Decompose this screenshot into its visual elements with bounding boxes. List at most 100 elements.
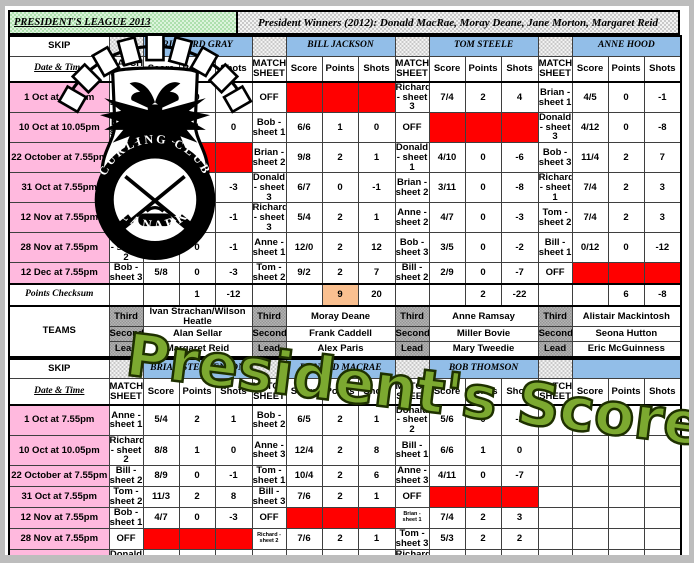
shots-cell[interactable]: -4 <box>214 81 253 114</box>
shots-cell[interactable]: -2 <box>500 232 539 264</box>
points-cell[interactable]: 0 <box>607 81 645 114</box>
team-member-cell[interactable]: Seona Hutton <box>571 326 682 343</box>
match-sheet-cell[interactable]: Bob - sheet 3 <box>537 142 573 174</box>
score-cell[interactable] <box>571 404 609 436</box>
skip-name-cell[interactable]: ANNE HOOD <box>571 35 682 57</box>
score-cell[interactable]: 6/7 <box>142 232 180 264</box>
match-sheet-cell[interactable] <box>537 434 573 466</box>
match-sheet-cell[interactable]: Bob - sheet 3 <box>394 232 430 264</box>
teams-label[interactable]: TEAMS <box>8 304 110 358</box>
checksum-points-cell[interactable]: 6 <box>607 282 645 307</box>
match-sheet-cell[interactable]: Tom - sheet 2 <box>251 262 287 285</box>
points-header[interactable]: Points <box>178 55 216 83</box>
match-sheet-corner-cell[interactable] <box>537 358 573 380</box>
team-member-cell[interactable]: Eric McGuinness <box>571 341 682 358</box>
score-cell[interactable]: 7/4 <box>428 506 466 529</box>
score-cell[interactable] <box>571 262 609 285</box>
match-sheet-cell[interactable]: OFF <box>394 112 430 144</box>
points-cell[interactable]: 0 <box>464 202 502 234</box>
match-sheet-cell[interactable]: Bill - sheet 1 <box>537 232 573 264</box>
shots-cell[interactable]: 0 <box>357 112 396 144</box>
team-member-cell[interactable]: Mary Tweedie <box>428 341 539 358</box>
score-cell[interactable]: 5/3 <box>428 527 466 550</box>
skip-name-cell[interactable]: TOM STEELE <box>428 35 539 57</box>
match-sheet-cell[interactable]: Brian - sheet 1 <box>394 506 430 529</box>
shots-header[interactable]: Shots <box>214 378 253 406</box>
shots-cell[interactable]: -3 <box>357 548 396 555</box>
score-cell[interactable]: 5/8 <box>285 548 323 555</box>
points-cell[interactable] <box>178 527 216 550</box>
match-sheet-cell[interactable]: Brian - sheet 2 <box>394 172 430 204</box>
match-sheet-cell[interactable]: Donald - sheet 2 <box>394 404 430 436</box>
shots-header[interactable]: Shots <box>214 55 253 83</box>
shots-cell[interactable]: -1 <box>500 404 539 436</box>
points-cell[interactable] <box>464 112 502 144</box>
match-sheet-cell[interactable]: Bob - sheet 3 <box>108 262 144 285</box>
shots-cell[interactable]: -3 <box>214 172 253 204</box>
points-cell[interactable] <box>607 527 645 550</box>
points-cell[interactable]: 0 <box>607 112 645 144</box>
score-cell[interactable]: 7/4 <box>571 172 609 204</box>
date-cell[interactable]: 12 Nov at 7.55pm <box>8 506 110 529</box>
score-header[interactable]: Score <box>142 378 180 406</box>
date-cell[interactable]: 22 October at 7.55pm <box>8 464 110 487</box>
match-sheet-header[interactable]: MATCH SHEET <box>394 55 430 83</box>
checksum-shots-cell[interactable]: -12 <box>214 282 253 307</box>
shots-cell[interactable]: 1 <box>357 142 396 174</box>
score-header[interactable]: Score <box>571 55 609 83</box>
points-cell[interactable]: 1 <box>321 112 359 144</box>
skip-name-cell[interactable]: DONALD MACRAE <box>285 358 396 380</box>
points-cell[interactable]: 0 <box>464 262 502 285</box>
checksum-points-cell[interactable]: 9 <box>321 282 359 307</box>
shots-cell[interactable] <box>214 527 253 550</box>
match-sheet-header[interactable]: MATCH SHEET <box>394 378 430 406</box>
score-cell[interactable] <box>571 485 609 508</box>
date-cell[interactable]: 10 Oct at 10.05pm <box>8 112 110 144</box>
match-sheet-header[interactable]: MATCH SHEET <box>251 378 287 406</box>
shots-cell[interactable] <box>357 506 396 529</box>
points-cell[interactable]: 2 <box>178 548 216 555</box>
checksum-points-cell[interactable]: 1 <box>178 282 216 307</box>
shots-cell[interactable]: -3 <box>500 202 539 234</box>
position-label-third[interactable]: Third <box>251 304 287 328</box>
shots-cell[interactable]: -1 <box>214 232 253 264</box>
match-sheet-cell[interactable]: Donald - sheet 2 <box>108 232 144 264</box>
match-sheet-cell[interactable]: Tom - sheet 3 <box>394 527 430 550</box>
position-label-second[interactable]: Second <box>251 326 287 343</box>
shots-header[interactable]: Shots <box>357 55 396 83</box>
skip-label[interactable]: SKIP <box>8 358 110 380</box>
team-member-cell[interactable]: Miller Bovie <box>428 326 539 343</box>
match-sheet-cell[interactable]: Bob - sheet 1 <box>251 112 287 144</box>
checksum-shots-cell[interactable]: 20 <box>357 282 396 307</box>
checksum-match-sheet-cell[interactable] <box>394 282 430 307</box>
checksum-label[interactable]: Points Checksum <box>8 282 110 307</box>
match-sheet-cell[interactable] <box>537 548 573 555</box>
points-header[interactable]: Points <box>321 378 359 406</box>
match-sheet-cell[interactable]: Bob - sheet 1 <box>108 506 144 529</box>
shots-cell[interactable] <box>643 262 682 285</box>
checksum-match-sheet-cell[interactable] <box>537 282 573 307</box>
position-label-third[interactable]: Third <box>394 304 430 328</box>
points-cell[interactable]: 2 <box>464 506 502 529</box>
points-cell[interactable]: 0 <box>178 81 216 114</box>
shots-header[interactable]: Shots <box>643 378 682 406</box>
match-sheet-cell[interactable]: Anne - sheet 1 <box>108 172 144 204</box>
points-cell[interactable] <box>607 506 645 529</box>
date-cell[interactable]: 22 October at 7.55pm <box>8 142 110 174</box>
points-cell[interactable]: 2 <box>464 548 502 555</box>
points-cell[interactable]: 2 <box>321 202 359 234</box>
shots-cell[interactable] <box>643 506 682 529</box>
shots-cell[interactable]: -3 <box>214 506 253 529</box>
score-cell[interactable]: 12/0 <box>285 232 323 264</box>
shots-cell[interactable]: -1 <box>214 464 253 487</box>
date-time-header[interactable]: Date & Time <box>8 55 110 83</box>
points-cell[interactable]: 0 <box>178 232 216 264</box>
match-sheet-cell[interactable]: OFF <box>251 506 287 529</box>
points-cell[interactable]: 1 <box>178 112 216 144</box>
score-cell[interactable]: 4/12 <box>571 112 609 144</box>
score-cell[interactable]: 5/8 <box>142 262 180 285</box>
match-sheet-corner-cell[interactable] <box>108 35 144 57</box>
match-sheet-cell[interactable]: Donald - sheet 3 <box>251 172 287 204</box>
match-sheet-cell[interactable]: Donald - sheet 1 <box>394 142 430 174</box>
shots-cell[interactable] <box>643 485 682 508</box>
